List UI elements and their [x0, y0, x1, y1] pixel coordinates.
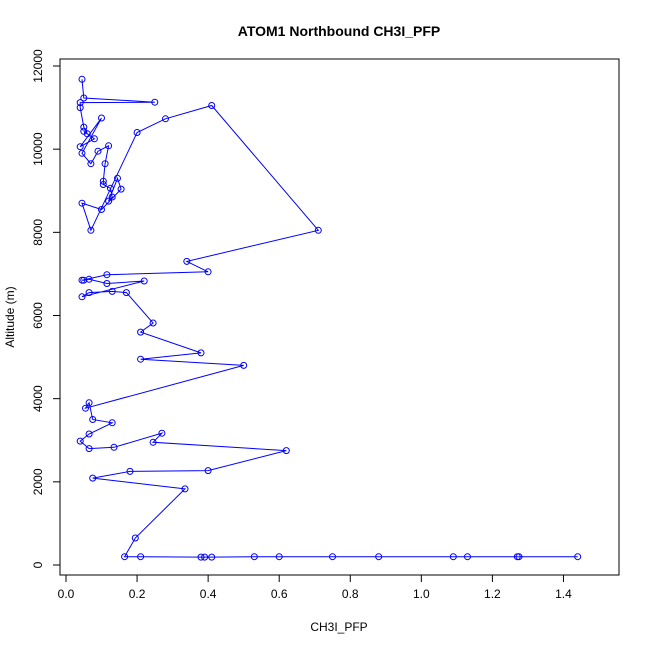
data-point: [99, 177, 107, 185]
x-tick-label: 1.4: [555, 587, 572, 601]
data-point: [329, 553, 336, 561]
plot-frame: [59, 58, 620, 576]
data-point: [82, 404, 89, 412]
data-point: [162, 115, 169, 123]
data-point: [105, 197, 113, 205]
data-point: [98, 206, 105, 213]
data-point: [85, 430, 93, 438]
data-point: [110, 443, 118, 451]
data-point: [197, 553, 205, 561]
data-point: [126, 467, 134, 475]
chart-title: ATOM1 Northbound CH3I_PFP: [238, 23, 440, 39]
data-point: [122, 289, 130, 297]
x-tick-label: 0.2: [129, 587, 146, 601]
x-axis: 0.0 0.2 0.4 0.6 0.8 1.0 1.2 1.4: [58, 574, 572, 601]
data-point: [87, 226, 95, 234]
data-point: [85, 445, 93, 453]
data-point: [204, 268, 212, 276]
data-point: [89, 416, 97, 423]
data-point: [108, 419, 116, 427]
data-point: [108, 287, 116, 295]
y-axis-label: Altitude (m): [3, 286, 17, 347]
data-point: [76, 143, 84, 151]
data-point: [250, 553, 258, 561]
data-point: [85, 399, 93, 407]
data-point: [117, 185, 125, 193]
data-point: [275, 553, 283, 561]
data-point: [101, 160, 109, 168]
data-point: [574, 553, 582, 561]
data-point: [85, 275, 93, 283]
data-point: [87, 160, 95, 168]
data-point: [137, 355, 145, 363]
data-point: [98, 114, 105, 122]
data-point: [114, 174, 121, 182]
data-point: [197, 349, 205, 357]
data-point: [76, 99, 84, 107]
data-point: [208, 553, 216, 561]
x-tick-label: 0.8: [342, 587, 359, 601]
y-tick-label: 8000: [31, 219, 45, 246]
x-tick-label: 0.0: [58, 587, 75, 601]
data-point: [108, 193, 116, 201]
data-point: [80, 94, 88, 102]
data-point: [90, 135, 98, 143]
x-tick-label: 0.6: [271, 587, 288, 601]
data-point: [158, 429, 166, 437]
data-point: [149, 319, 157, 327]
data-point: [99, 181, 107, 188]
data-point: [449, 553, 457, 561]
data-point: [515, 553, 523, 561]
data-point: [103, 271, 111, 279]
data-point: [105, 142, 113, 150]
data-point: [140, 277, 148, 285]
data-point: [181, 485, 189, 493]
data-point: [76, 437, 84, 445]
data-point: [137, 553, 145, 561]
x-tick-label: 0.4: [200, 587, 217, 601]
data-point: [76, 104, 84, 112]
series-line: [79, 79, 578, 558]
data-point: [78, 75, 86, 83]
data-point: [78, 293, 86, 301]
data-point: [133, 129, 141, 136]
data-point: [464, 553, 471, 561]
y-tick-label: 0: [31, 561, 45, 568]
y-tick-label: 12000: [31, 49, 45, 83]
data-point: [240, 361, 248, 369]
data-point: [106, 184, 114, 192]
data-point: [183, 257, 191, 265]
data-point: [137, 328, 145, 336]
data-point: [80, 123, 88, 131]
data-point: [78, 149, 86, 157]
x-tick-label: 1.2: [484, 587, 501, 601]
y-tick-label: 4000: [31, 385, 45, 412]
data-point: [89, 474, 97, 482]
x-tick-label: 1.0: [413, 587, 430, 601]
data-point: [94, 147, 102, 155]
y-tick-label: 6000: [31, 302, 45, 329]
y-axis: 0 2000 4000 6000 8000 10000 12000: [31, 49, 61, 568]
data-point: [80, 127, 88, 135]
series-layer: [76, 75, 582, 561]
data-point: [85, 289, 93, 297]
data-point: [151, 98, 159, 106]
data-point: [149, 438, 157, 446]
data-point: [121, 553, 129, 561]
x-axis-label: CH3I_PFP: [310, 620, 367, 634]
data-point: [78, 199, 86, 207]
data-point: [103, 280, 111, 287]
data-point: [80, 276, 88, 284]
y-tick-label: 10000: [31, 132, 45, 166]
data-point: [204, 467, 212, 475]
data-point: [131, 534, 139, 542]
data-point: [208, 102, 216, 109]
data-point: [375, 553, 383, 561]
data-point: [314, 226, 322, 234]
y-tick-label: 2000: [31, 468, 45, 495]
data-point: [201, 553, 209, 561]
data-point: [282, 447, 290, 455]
